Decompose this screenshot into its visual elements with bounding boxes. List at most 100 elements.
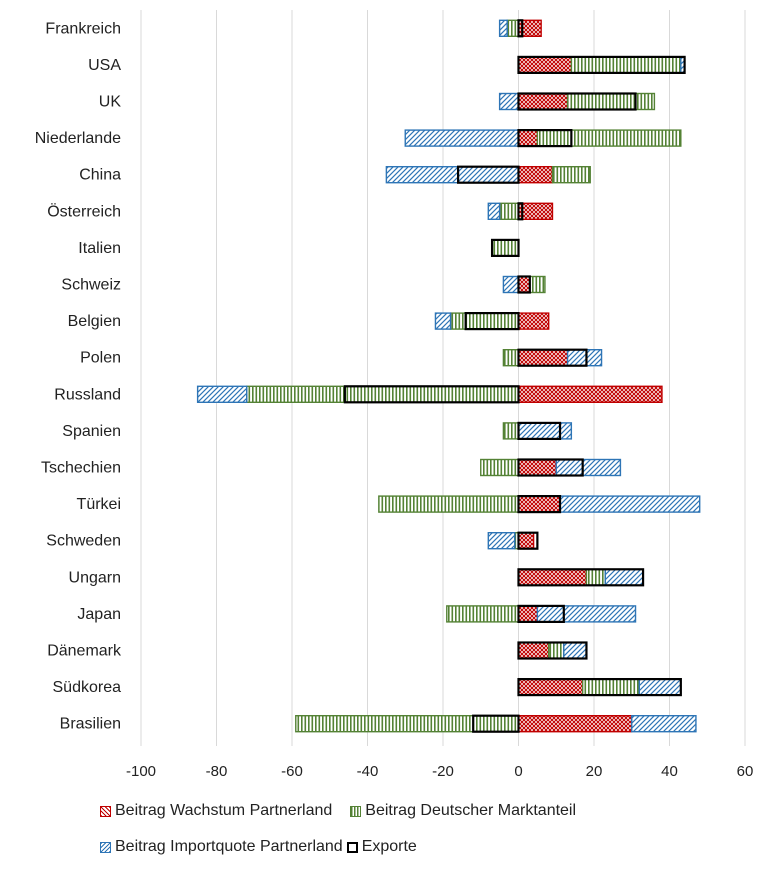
bar-exporte xyxy=(517,275,531,294)
bar-importquote xyxy=(498,19,508,37)
bar-exporte xyxy=(517,604,565,624)
category-label: Türkei xyxy=(77,496,121,513)
bar-exporte xyxy=(517,92,637,111)
category-label: Österreich xyxy=(47,202,121,220)
legend-label-wachstum: Beitrag Wachstum Partnerland xyxy=(115,802,333,819)
bar-wachstum xyxy=(517,56,573,74)
category-label: Tschechien xyxy=(41,460,121,477)
bar-marktanteil xyxy=(536,129,682,147)
bar-exporte xyxy=(490,238,520,257)
bar-exporte xyxy=(517,19,524,38)
bar-marktanteil xyxy=(480,458,520,477)
x-tick-label: 20 xyxy=(586,763,603,780)
bar-marktanteil xyxy=(498,202,520,221)
category-label: USA xyxy=(88,57,121,74)
category-label: Dänemark xyxy=(47,643,122,660)
bar-importquote xyxy=(196,385,248,403)
bar-marktanteil xyxy=(502,349,520,367)
bar-marktanteil xyxy=(491,239,520,257)
category-label: China xyxy=(79,167,121,184)
bar-wachstum xyxy=(517,202,554,221)
bar-wachstum xyxy=(517,92,569,111)
category-label: Schweiz xyxy=(61,277,121,294)
bar-wachstum xyxy=(517,678,584,696)
bar-exporte xyxy=(517,129,573,148)
x-tick-label: -20 xyxy=(432,763,454,780)
bar-wachstum xyxy=(517,458,557,477)
bar-wachstum xyxy=(517,129,539,147)
category-label: Niederlande xyxy=(35,130,121,147)
bar-marktanteil xyxy=(581,678,640,696)
legend-swatch-wachstum xyxy=(100,805,111,817)
bar-marktanteil xyxy=(548,641,565,660)
x-tick-label: -40 xyxy=(357,763,379,780)
bar-importquote xyxy=(563,641,588,660)
bar-wachstum xyxy=(517,532,535,550)
legend-swatch-marktanteil xyxy=(350,805,362,817)
bar-importquote xyxy=(404,129,520,147)
bar-exporte xyxy=(457,165,520,184)
bar-importquote xyxy=(555,458,622,477)
bar-marktanteil xyxy=(245,385,520,403)
legend-label-importquote: Beitrag Importquote Partnerland xyxy=(115,838,343,855)
bar-wachstum xyxy=(517,568,588,586)
bar-wachstum xyxy=(517,715,633,733)
bar-wachstum xyxy=(517,495,561,513)
legend-swatch-importquote xyxy=(100,841,111,853)
bar-exporte xyxy=(517,421,562,440)
legend-item-exporte: Exporte xyxy=(346,838,417,856)
bar-importquote xyxy=(517,422,573,440)
bar-wachstum xyxy=(517,349,569,367)
bar-wachstum xyxy=(517,312,550,330)
bar-marktanteil xyxy=(570,56,682,74)
category-label: Spanien xyxy=(62,423,121,440)
bar-exporte xyxy=(472,714,520,733)
bar-importquote xyxy=(434,312,452,330)
bar-importquote xyxy=(559,495,701,513)
bar-wachstum xyxy=(517,165,554,184)
bar-wachstum xyxy=(517,641,550,660)
bar-exporte xyxy=(464,312,520,331)
bar-wachstum xyxy=(517,605,539,623)
category-label: Frankreich xyxy=(45,20,121,37)
legend-item-marktanteil: Beitrag Deutscher Marktanteil xyxy=(350,802,576,820)
bar-importquote xyxy=(487,532,516,550)
bar-exporte xyxy=(517,677,682,697)
bar-marktanteil xyxy=(295,715,520,733)
bar-importquote xyxy=(566,349,603,367)
x-tick-label: -100 xyxy=(126,763,156,780)
legend-swatch-exporte xyxy=(346,841,358,853)
category-label: Russland xyxy=(54,386,121,403)
legend-row-2: Beitrag Importquote Partnerland Exporte xyxy=(100,836,720,858)
bar-marktanteil xyxy=(449,312,520,330)
bar-importquote xyxy=(604,568,644,586)
x-tick-label: -60 xyxy=(281,763,303,780)
bar-marktanteil xyxy=(551,165,591,184)
bar-importquote xyxy=(487,202,501,221)
bar-marktanteil xyxy=(566,92,656,111)
category-label: UK xyxy=(99,94,122,111)
bar-marktanteil xyxy=(585,568,607,586)
bar-exporte xyxy=(517,202,524,221)
legend-item-wachstum: Beitrag Wachstum Partnerland xyxy=(100,802,332,820)
x-tick-label: 40 xyxy=(661,763,678,780)
bar-exporte xyxy=(517,495,562,514)
bar-marktanteil xyxy=(529,275,546,294)
bar-wachstum xyxy=(517,275,531,294)
bar-importquote xyxy=(631,715,697,733)
bar-wachstum xyxy=(517,385,663,403)
legend-item-importquote: Beitrag Importquote Partnerland xyxy=(100,838,343,856)
bar-exporte xyxy=(517,568,645,587)
category-label: Polen xyxy=(80,350,121,367)
bar-importquote xyxy=(498,92,520,111)
x-tick-label: -80 xyxy=(206,763,228,780)
bar-marktanteil xyxy=(506,19,520,37)
category-label: Schweden xyxy=(46,533,121,550)
bar-exporte xyxy=(517,55,686,75)
bar-importquote xyxy=(638,678,682,696)
bar-importquote xyxy=(536,605,637,623)
bar-marktanteil xyxy=(502,422,520,440)
category-label: Brasilien xyxy=(60,716,121,733)
bar-marktanteil xyxy=(378,495,520,513)
